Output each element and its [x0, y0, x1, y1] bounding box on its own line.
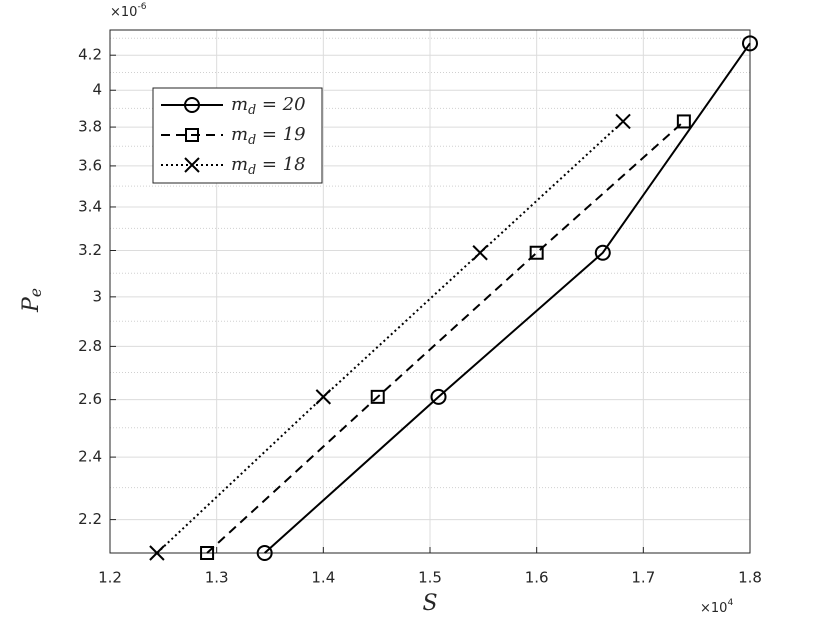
y-tick-label: 2.2 [78, 510, 102, 528]
x-tick-label: 1.5 [418, 569, 442, 587]
axes-box [109, 29, 751, 554]
series-line [263, 42, 751, 554]
marker [472, 245, 488, 261]
y-tick-label: 2.6 [78, 390, 102, 408]
y-tick-label: 2.8 [78, 337, 102, 355]
x-exponent: ×104 [700, 598, 733, 616]
marker [742, 35, 758, 52]
y-tick-label: 3.2 [78, 241, 102, 259]
marker [594, 244, 611, 261]
x-tick-label: 1.3 [205, 569, 229, 587]
y-tick-label: 3.4 [78, 197, 102, 215]
y-tick-label: 4 [92, 81, 102, 99]
y-tick-label: 3.6 [78, 156, 102, 174]
marker [615, 113, 631, 130]
marker [185, 128, 199, 142]
series-line [206, 120, 685, 554]
marker [370, 389, 385, 404]
marker [200, 546, 215, 560]
marker [676, 114, 691, 129]
marker [184, 157, 200, 173]
x-tick-label: 1.8 [738, 569, 762, 587]
x-axis-label: S [422, 591, 437, 616]
y-tick-label: 4.2 [78, 46, 102, 64]
legend-label: md = 20 [231, 94, 306, 117]
x-tick-label: 1.6 [525, 569, 549, 587]
marker [315, 389, 332, 405]
marker [256, 545, 273, 561]
y-tick-label: 3 [92, 287, 102, 305]
x-tick-label: 1.4 [311, 569, 335, 587]
x-tick-label: 1.7 [631, 569, 655, 587]
legend-label: md = 18 [231, 154, 306, 177]
marker [430, 388, 447, 405]
x-tick-label: 1.2 [98, 569, 122, 587]
y-exponent: ×10-6 [110, 2, 147, 20]
marker [529, 245, 544, 260]
marker [184, 97, 200, 113]
legend-label: md = 19 [231, 124, 306, 147]
marker [149, 545, 165, 561]
y-tick-label: 2.4 [78, 448, 102, 466]
y-axis-label: Pe [19, 288, 45, 313]
y-tick-label: 3.8 [78, 118, 102, 136]
